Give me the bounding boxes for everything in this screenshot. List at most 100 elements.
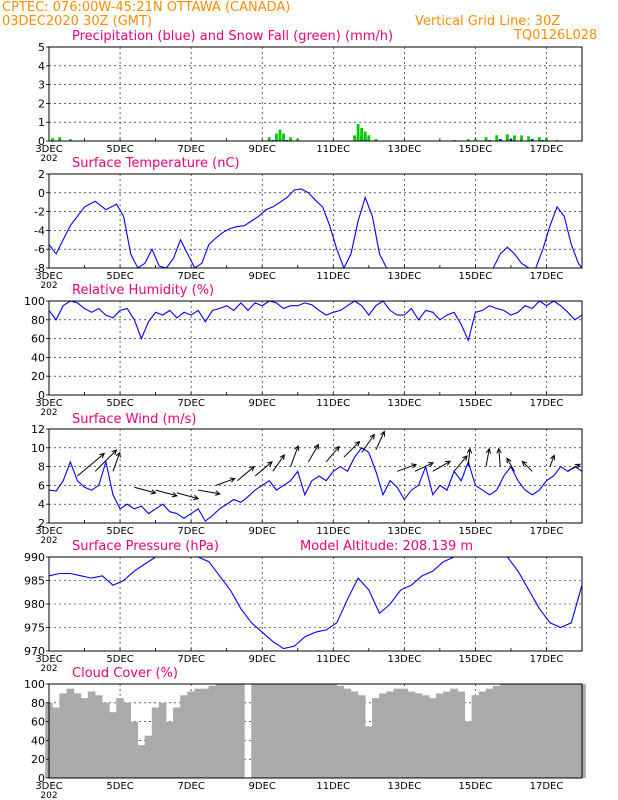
precip-xtick-label: 15DEC [459, 144, 493, 155]
cloud-area-bar [201, 688, 210, 778]
precip-bar [484, 137, 488, 141]
wind-arrow-head [354, 440, 361, 447]
pres-ytick-label: 990 [24, 551, 45, 564]
temp-frame [48, 173, 583, 269]
wind-arrow [307, 444, 319, 463]
cloud-ytick-label: 100 [24, 678, 45, 691]
precip-year-label: 202 [40, 154, 57, 164]
temp-xtick-label: 7DEC [177, 271, 204, 282]
pres-xtick-label: 3DEC [35, 654, 62, 665]
cloud-area-bar [130, 721, 139, 778]
cloud-area-bar [450, 688, 458, 778]
precip-bar [289, 137, 293, 141]
wind-year-label: 202 [40, 536, 57, 546]
wind-xtick-label: 3DEC [35, 526, 62, 537]
precip-bar [520, 135, 523, 141]
wind-arrow-head [229, 477, 236, 483]
wind-arrow-head [171, 492, 178, 498]
cloud-area-bar [407, 691, 416, 778]
precip-bar [537, 137, 541, 141]
cloud-area-bar [265, 684, 274, 778]
rh-xtick-label: 5DEC [106, 398, 133, 409]
precip-title: Precipitation (blue) and Snow Fall (gree… [72, 29, 394, 44]
precip-bar [498, 139, 502, 141]
cloud-area-bar [237, 684, 245, 778]
cloud-year-label: 202 [40, 791, 57, 800]
cloud-area-bar [436, 693, 444, 778]
temp-xtick-label: 3DEC [35, 271, 62, 282]
cloud-ytick-label: 60 [31, 716, 45, 729]
cloud-area-bar [52, 707, 60, 778]
cloud-area-bar [478, 691, 487, 778]
cloud-area-bar [109, 712, 117, 778]
cloud-area-bar [272, 684, 281, 778]
wind-arrow [77, 453, 105, 477]
wind-arrow [325, 446, 340, 463]
header-grid-note: Vertical Grid Line: 30Z [415, 14, 561, 29]
wind-xtick-label: 9DEC [249, 526, 276, 537]
cloud-area-bar [222, 684, 231, 778]
cloud-area-bar [73, 693, 82, 778]
cloud-ytick-label: 40 [31, 734, 45, 747]
wind-arrow [397, 463, 417, 472]
rh-ytick-label: 40 [31, 351, 45, 364]
rh-xtick-label: 7DEC [177, 398, 204, 409]
wind-arrow-head [496, 447, 502, 454]
temp-ytick-label: 2 [38, 168, 45, 181]
cloud-area-bar [556, 684, 565, 778]
cloud-area-bar [286, 684, 295, 778]
wind-arrow-head [249, 465, 256, 472]
precip-xtick-label: 7DEC [177, 144, 204, 155]
cloud-area-bar [208, 685, 217, 778]
rh-line [48, 300, 583, 343]
wind-xtick-label: 17DEC [530, 526, 564, 537]
cloud-xtick-label: 13DEC [387, 781, 421, 792]
precip-ytick-label: 0 [38, 135, 45, 148]
wind-arrow-head [193, 494, 200, 501]
precip-ytick-label: 2 [38, 97, 45, 110]
cloud-area-bar [428, 698, 437, 778]
cloud-area-bar [301, 684, 309, 778]
cloud-title: Cloud Cover (%) [72, 666, 178, 681]
wind-arrow [112, 452, 121, 472]
wind-xtick-label: 7DEC [177, 526, 204, 537]
wind-arrow-head [334, 445, 340, 452]
rh-xtick-label: 13DEC [387, 398, 421, 409]
temp-ytick-label: -2 [34, 206, 45, 219]
wind-arrow-head [111, 449, 118, 455]
precip-bar [51, 138, 54, 141]
cloud-xtick-label: 9DEC [249, 781, 276, 792]
pres-xtick-label: 13DEC [387, 654, 421, 665]
wind-arrow-head [466, 447, 473, 454]
rh-year-label: 202 [40, 408, 57, 418]
precip-bar [363, 131, 367, 141]
temp-xtick-label: 15DEC [459, 271, 493, 282]
cloud-area-bar [151, 707, 160, 778]
wind-arrow-head [485, 447, 492, 454]
cloud-area-bar [329, 684, 338, 778]
cloud-ytick-label: 20 [31, 753, 45, 766]
precip-bar [296, 139, 300, 141]
wind-ytick-label: 4 [38, 498, 45, 511]
wind-arrow [498, 448, 501, 467]
header-model-code: TQ0126L028 [514, 28, 598, 43]
cloud-area-bar [414, 693, 423, 778]
precip-xtick-label: 5DEC [106, 144, 133, 155]
wind-arrow-head [150, 489, 157, 495]
precip-bar [360, 127, 364, 141]
cloud-xtick-label: 17DEC [530, 781, 564, 792]
cloud-ytick-label: 0 [38, 772, 45, 785]
wind-arrow [94, 449, 117, 472]
precip-xtick-label: 3DEC [35, 144, 62, 155]
cloud-area-bar [514, 684, 522, 778]
cloud-xtick-label: 11DEC [316, 781, 350, 792]
cloud-area-bar [59, 693, 68, 778]
rh-frame [48, 300, 583, 396]
wind-arrow-head [410, 463, 418, 469]
cloud-area-bar [322, 684, 330, 778]
wind-arrow [290, 445, 299, 467]
wind-ytick-label: 6 [38, 479, 45, 492]
pres-ytick-label: 970 [24, 645, 45, 658]
cloud-area-bar [500, 684, 508, 778]
cloud-area-bar [528, 684, 537, 778]
